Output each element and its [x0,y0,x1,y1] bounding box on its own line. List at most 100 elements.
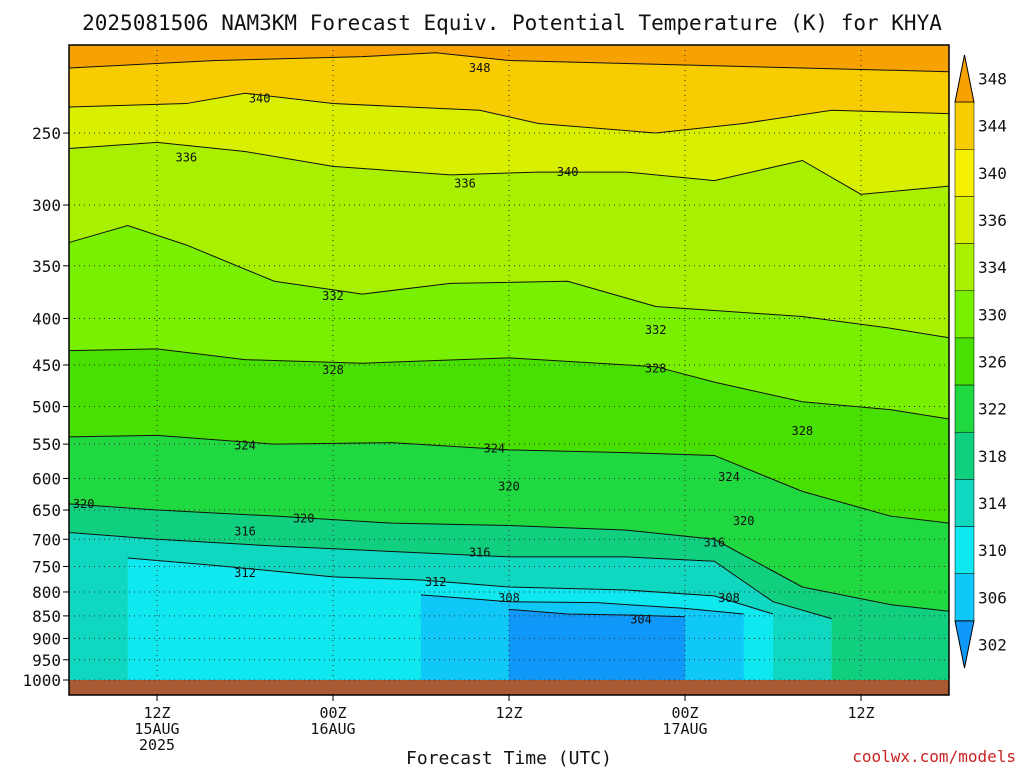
contour-label: 320 [498,479,520,493]
colorbar-swatch [954,479,975,527]
contour-line-324 [68,434,950,524]
colorbar-swatch [954,384,975,433]
contour-line-328 [68,348,950,420]
colorbar-swatch [954,337,975,386]
contour-line-312 [127,557,774,615]
contour-label: 316 [703,536,725,550]
y-tick-label: 650 [32,501,61,520]
colorbar-label: 348 [978,70,1007,89]
contour-label: 320 [73,497,95,511]
contour-label: 336 [454,176,476,190]
contour-lines [68,52,950,620]
contour-label: 336 [175,151,197,165]
contour-line-336 [68,141,950,195]
contour-label: 308 [718,591,740,605]
contour-label: 324 [718,470,740,484]
contour-label: 324 [483,441,505,455]
colorbar-swatch [954,431,975,480]
contour-line-316 [68,531,832,620]
colorbar-arrow-bottom [954,620,975,669]
colorbar-label: 318 [978,447,1007,466]
credit-link[interactable]: coolwx.com/models [852,747,1016,766]
contour-label: 340 [557,165,579,179]
y-tick-label: 500 [32,398,61,417]
grid-lines [69,45,949,681]
y-tick-label: 950 [32,651,61,670]
contour-label: 308 [498,591,520,605]
y-tick-label: 350 [32,257,61,276]
contour-label: 312 [425,575,447,589]
y-tick-label: 800 [32,583,61,602]
contour-label: 332 [645,323,667,337]
colorbar-label: 340 [978,164,1007,183]
contour-line-348 [68,52,950,73]
colorbar-arrow-top [954,54,975,103]
colorbar-label: 334 [978,258,1007,277]
y-tick-label: 850 [32,607,61,626]
contour-label: 320 [733,514,755,528]
x-tick-label: 12Z [847,704,874,722]
contour-label: 320 [293,511,315,525]
colorbar-swatch [954,526,975,574]
colorbar-label: 336 [978,211,1007,230]
colorbar-swatch [954,290,975,339]
y-tick-label: 250 [32,124,61,143]
x-tick-label: 12Z [495,704,522,722]
contour-label: 316 [469,546,491,560]
y-tick-label: 450 [32,356,61,375]
y-tick-label: 700 [32,530,61,549]
y-tick-label: 1000 [22,671,61,690]
colorbar-label: 344 [978,117,1007,136]
contour-label: 328 [791,424,813,438]
x-tick-label: 2025 [139,736,175,754]
x-tick-label: 12Z [143,704,170,722]
y-tick-label: 400 [32,309,61,328]
x-tick-label: 17AUG [662,720,707,738]
y-tick-label: 550 [32,435,61,454]
colorbar-swatch [954,196,975,244]
pressure-axis: 250 300 350 400 450 500 550 600 650 700 750 800 850 9… [22,124,69,690]
contour-line-304 [508,608,686,618]
y-tick-label: 750 [32,557,61,576]
colorbar-swatch [954,243,975,292]
contour-label: 348 [469,61,491,75]
ground-surface [69,680,949,695]
contour-line-332 [68,224,950,339]
colorbar-label: 326 [978,353,1007,372]
filled-contour-bands [69,45,949,681]
y-tick-label: 900 [32,629,61,648]
colorbar-swatch [954,573,975,622]
colorbar-label: 322 [978,400,1007,419]
x-tick-label: 16AUG [310,720,355,738]
chart-title: 2025081506 NAM3KM Forecast Equiv. Potent… [82,11,942,35]
y-tick-label: 300 [32,196,61,215]
contour-label: 324 [234,439,256,453]
colorbar-label: 306 [978,588,1007,607]
contour-label: 328 [645,361,667,375]
contour-label: 312 [234,566,256,580]
colorbar: 348 344 340 336 334 330 326 322 318 314 310 306 302 [954,54,1007,669]
x-tick-label: 15AUG [134,720,179,738]
colorbar-label: 314 [978,494,1007,513]
colorbar-label: 310 [978,541,1007,560]
x-tick-label: 00Z [671,704,698,722]
colorbar-label: 330 [978,305,1007,324]
contour-line-308 [420,594,744,615]
contour-line-340 [68,92,950,134]
contour-label: 332 [322,289,344,303]
contour-label: 316 [234,524,256,538]
colorbar-label: 302 [978,635,1007,654]
x-axis-label: Forecast Time (UTC) [406,748,612,768]
colorbar-swatch [954,101,975,150]
band-below-304 [509,609,685,680]
contour-label: 304 [630,613,652,627]
contour-label: 340 [249,91,271,105]
contour-line-320 [68,503,950,612]
x-tick-label: 00Z [319,704,346,722]
y-tick-label: 600 [32,469,61,488]
colorbar-swatch [954,149,975,197]
